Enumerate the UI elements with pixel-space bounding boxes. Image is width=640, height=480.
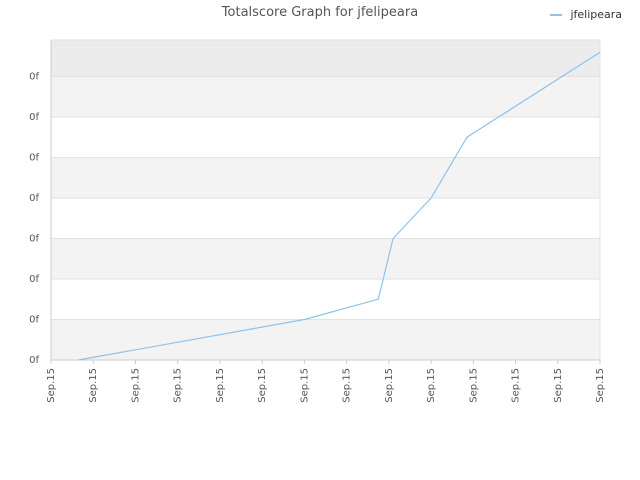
x-tick-label: Sep.15	[511, 368, 522, 403]
legend[interactable]: jfelipeara	[550, 8, 622, 21]
x-tick-label: Sep.15	[299, 368, 310, 403]
y-tick-label: 0f	[29, 274, 39, 285]
y-tick-label: 0f	[29, 355, 39, 366]
legend-swatch-icon	[550, 13, 563, 16]
x-tick-label: Sep.15	[342, 368, 353, 403]
x-tick-label: Sep.15	[384, 368, 395, 403]
y-tick-label: 0f	[29, 72, 39, 83]
x-tick-label: Sep.15	[173, 368, 184, 403]
series-line-jfelipeara	[78, 51, 601, 361]
plot-band	[51, 238, 600, 279]
x-tick-label: Sep.15	[88, 368, 99, 403]
plot-band	[51, 76, 600, 117]
plot-band	[51, 319, 600, 360]
plot-band	[51, 157, 600, 198]
y-tick-label: 0f	[29, 315, 39, 326]
chart-title: Totalscore Graph for jfelipeara	[221, 5, 419, 20]
plot-band-top	[51, 40, 600, 77]
x-tick-label: Sep.15	[46, 368, 57, 403]
legend-label: jfelipeara	[570, 8, 622, 21]
x-tick-label: Sep.15	[130, 368, 141, 403]
y-tick-label: 0f	[29, 153, 39, 164]
x-tick-label: Sep.15	[257, 368, 268, 403]
x-tick-label: Sep.15	[215, 368, 226, 403]
x-tick-label: Sep.15	[426, 368, 437, 403]
x-tick-label: Sep.15	[468, 368, 479, 403]
x-tick-label: Sep.15	[553, 368, 564, 403]
y-tick-label: 0f	[29, 234, 39, 245]
y-tick-label: 0f	[29, 193, 39, 204]
x-tick-label: Sep.15	[595, 368, 606, 403]
y-tick-label: 0f	[29, 112, 39, 123]
